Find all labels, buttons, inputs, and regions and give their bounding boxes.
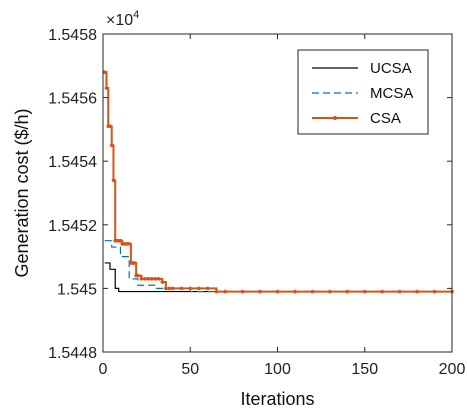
x-tick-label: 0 [99,361,108,378]
y-axis-title: Generation cost ($/h) [12,108,32,277]
series-point-csa [214,289,219,294]
series-point-csa [258,289,262,294]
y-axis-exponent-power: 4 [133,9,139,21]
series-point-csa [150,277,154,281]
series-point-csa [167,286,172,291]
y-tick-label: 1.545 [57,281,97,298]
legend-box [297,49,429,135]
series-point-csa [362,289,367,294]
series-point-csa [223,289,227,294]
axes-layer: 0 50 100 150 200 1.5448 1.545 1.5452 1.5454 1.545… [48,27,465,378]
x-axis-title: Iterations [240,389,314,409]
series-point-csa [328,289,332,294]
series-point-csa [102,70,107,74]
series-point-csa [153,277,158,281]
series-point-csa [139,277,144,281]
series-point-csa [397,289,402,294]
series-point-csa [275,289,280,294]
series-point-csa [136,273,140,278]
series-point-csa [188,286,193,291]
x-tick-label: 200 [439,361,466,378]
x-tick-label: 50 [181,361,199,378]
series-point-csa [205,286,210,291]
series-point-csa [104,86,109,90]
y-axis-exponent-base: ×10 [106,12,133,29]
y-tick-label: 1.5458 [48,27,97,44]
legend-marker-csa [333,116,337,120]
series-point-csa [293,289,297,294]
series-point-csa [380,289,385,294]
series-point-csa [171,286,175,291]
legend: UCSA MCSA CSA [297,49,429,135]
y-tick-label: 1.5452 [48,218,97,235]
series-point-csa [197,286,201,291]
series-point-csa [179,286,184,291]
series-point-csa [143,277,147,281]
legend-label-mcsa: MCSA [370,85,413,102]
y-tick-label: 1.5456 [48,91,97,108]
x-tick-label: 100 [264,361,291,378]
series-point-csa [240,289,245,294]
series-point-csa [132,261,137,265]
series-point-csa [345,289,350,294]
series-point-csa [111,178,116,183]
series-point-csa [310,289,315,294]
series-point-csa [415,289,419,294]
legend-label-csa: CSA [370,110,401,127]
series-point-csa [432,289,437,294]
series-point-csa [118,238,123,243]
y-tick-label: 1.5448 [48,345,97,362]
series-point-csa [164,286,168,291]
legend-label-ucsa: UCSA [370,60,412,77]
series-point-csa [108,124,112,129]
series-point-csa [160,280,165,284]
y-tick-label: 1.5454 [48,154,97,171]
series-layer [102,70,454,294]
y-axis-exponent-label: ×104 [106,9,139,29]
series-point-csa [157,277,161,281]
series-point-csa [146,277,151,281]
series-point-csa [109,143,114,148]
series-point-csa [127,242,131,246]
x-tick-label: 150 [351,361,378,378]
